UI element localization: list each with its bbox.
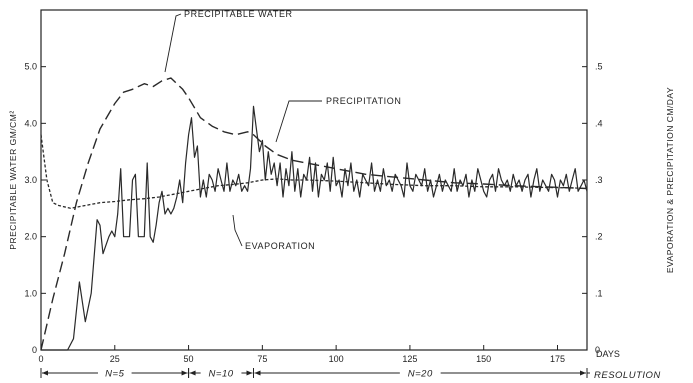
y-axis-label-left: PRECIPITABLE WATER GM/CM²: [8, 110, 18, 249]
resolution-arrowhead: [189, 370, 196, 376]
resolution-arrowhead: [580, 370, 586, 376]
x-tick-label: 25: [110, 354, 120, 364]
x-axis-label: DAYS: [596, 349, 620, 359]
y-left-tick-label: 3.0: [24, 175, 37, 185]
resolution-segment-label: N=10: [209, 369, 234, 380]
resolution-label: RESOLUTION: [594, 370, 661, 381]
y-left-tick-label: 0: [32, 345, 37, 355]
x-tick-label: 75: [257, 354, 267, 364]
y-axis-label-right: EVAPORATION & PRECIPITATION CM/DAY: [665, 87, 675, 273]
y-left-tick-label: 1.0: [24, 288, 37, 298]
y-right-tick-label: 0: [595, 345, 600, 355]
y-left-tick-label: 2.0: [24, 232, 37, 242]
annotation-leader-precipitation: [275, 100, 322, 143]
resolution-arrowhead: [246, 370, 253, 376]
resolution-segment-label: N=5: [105, 369, 124, 380]
x-tick-label: 50: [184, 354, 194, 364]
x-tick-label: 175: [550, 354, 565, 364]
x-tick-label: 150: [476, 354, 491, 364]
series-precipitable-water-line: [40, 77, 588, 351]
x-tick-label: 0: [38, 354, 43, 364]
annotation-leader-precipitable-water: [164, 13, 182, 73]
resolution-bar: N=5 N=10 N=20: [40, 368, 590, 380]
annotation-leader-evaporation: [232, 214, 243, 247]
resolution-segment-label: N=20: [408, 369, 433, 380]
y-right-tick-label: .5: [595, 62, 603, 72]
y-right-tick-label: .1: [595, 288, 603, 298]
resolution-arrowhead: [181, 370, 188, 376]
annotation-evaporation: EVAPORATION: [245, 241, 315, 251]
annotation-precipitable-water: PRECIPITABLE WATER: [184, 9, 293, 19]
y-right-tick-label: .4: [595, 118, 603, 128]
y-left-tick-label: 4.0: [24, 118, 37, 128]
x-tick-label: 100: [329, 354, 344, 364]
series-evaporation-line: [40, 134, 588, 209]
resolution-arrowhead: [254, 370, 261, 376]
y-right-tick-label: .3: [595, 175, 603, 185]
resolution-arrowhead: [42, 370, 48, 376]
series-precipitation-line: [41, 105, 588, 351]
y-left-tick-label: 5.0: [24, 62, 37, 72]
x-tick-label: 125: [402, 354, 417, 364]
annotation-precipitation: PRECIPITATION: [326, 96, 401, 106]
y-right-tick-label: .2: [595, 232, 603, 242]
